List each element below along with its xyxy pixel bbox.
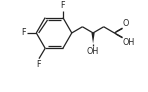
Text: F: F [61, 1, 65, 10]
Text: F: F [22, 28, 26, 37]
Text: OH: OH [123, 38, 135, 47]
Text: O: O [123, 19, 129, 28]
Text: OH: OH [87, 47, 99, 56]
Polygon shape [91, 33, 95, 44]
Text: F: F [36, 60, 41, 69]
